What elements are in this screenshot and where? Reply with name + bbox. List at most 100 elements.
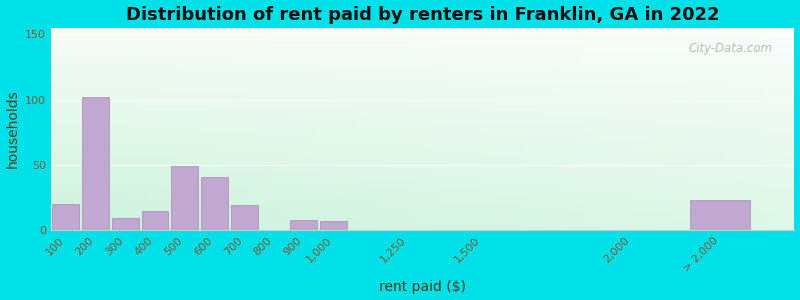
Bar: [51, 85, 794, 86]
Bar: [720, 28, 724, 230]
Bar: [746, 28, 750, 230]
Bar: [285, 28, 289, 230]
Bar: [51, 117, 794, 118]
Bar: [106, 28, 110, 230]
Bar: [51, 199, 794, 200]
Bar: [776, 28, 779, 230]
Bar: [140, 28, 144, 230]
Bar: [51, 50, 794, 51]
Bar: [783, 28, 787, 230]
Bar: [51, 194, 794, 195]
Bar: [51, 110, 794, 111]
Bar: [326, 28, 330, 230]
Bar: [422, 28, 426, 230]
Bar: [51, 34, 794, 35]
Bar: [51, 210, 794, 211]
Bar: [51, 219, 794, 220]
Bar: [51, 221, 794, 222]
Bar: [51, 115, 794, 116]
Bar: [530, 28, 534, 230]
Bar: [51, 61, 794, 62]
Bar: [419, 28, 422, 230]
Bar: [623, 28, 627, 230]
Bar: [51, 180, 794, 181]
Bar: [490, 28, 494, 230]
Bar: [374, 28, 378, 230]
Bar: [598, 28, 601, 230]
Bar: [51, 121, 794, 122]
Bar: [713, 28, 716, 230]
Bar: [51, 103, 794, 104]
Bar: [51, 88, 794, 90]
Bar: [178, 28, 181, 230]
Bar: [85, 28, 88, 230]
Bar: [51, 33, 794, 34]
Bar: [497, 28, 501, 230]
Bar: [348, 28, 352, 230]
Bar: [51, 119, 794, 120]
Bar: [501, 28, 505, 230]
Bar: [200, 28, 203, 230]
Bar: [683, 28, 686, 230]
Bar: [471, 28, 474, 230]
Bar: [657, 28, 661, 230]
Bar: [51, 66, 794, 67]
Bar: [51, 105, 794, 106]
Bar: [638, 28, 642, 230]
Bar: [390, 28, 393, 230]
Bar: [51, 143, 794, 144]
Bar: [51, 149, 794, 150]
Bar: [51, 150, 794, 151]
Bar: [449, 28, 453, 230]
Bar: [62, 28, 66, 230]
Bar: [51, 93, 794, 94]
Bar: [51, 54, 794, 55]
Bar: [51, 44, 794, 45]
Bar: [411, 28, 415, 230]
Bar: [133, 28, 137, 230]
Bar: [51, 111, 794, 112]
Bar: [370, 28, 374, 230]
Bar: [51, 188, 794, 189]
Bar: [174, 28, 178, 230]
Bar: [698, 28, 702, 230]
Bar: [129, 28, 133, 230]
Bar: [51, 118, 794, 119]
Bar: [196, 28, 200, 230]
Bar: [51, 57, 794, 58]
Bar: [51, 82, 794, 83]
Bar: [54, 28, 58, 230]
Bar: [231, 206, 258, 230]
Bar: [266, 28, 270, 230]
Bar: [735, 28, 738, 230]
Bar: [627, 28, 631, 230]
Bar: [620, 28, 623, 230]
Bar: [70, 28, 74, 230]
Bar: [51, 128, 794, 129]
Bar: [311, 28, 315, 230]
Bar: [51, 99, 794, 100]
Bar: [575, 28, 579, 230]
Bar: [170, 28, 174, 230]
Bar: [51, 202, 794, 203]
Bar: [51, 52, 794, 53]
Bar: [51, 56, 794, 57]
Bar: [51, 104, 794, 105]
Bar: [690, 200, 750, 230]
Bar: [151, 28, 155, 230]
Bar: [211, 28, 214, 230]
Bar: [675, 28, 679, 230]
Bar: [51, 185, 794, 186]
Bar: [95, 28, 99, 230]
Bar: [694, 28, 698, 230]
Bar: [463, 28, 467, 230]
Bar: [51, 177, 794, 178]
Bar: [252, 28, 255, 230]
Bar: [51, 155, 794, 156]
Bar: [66, 28, 70, 230]
Bar: [51, 192, 794, 193]
Bar: [51, 135, 794, 136]
Bar: [51, 96, 794, 97]
Bar: [51, 217, 794, 218]
Bar: [386, 28, 390, 230]
